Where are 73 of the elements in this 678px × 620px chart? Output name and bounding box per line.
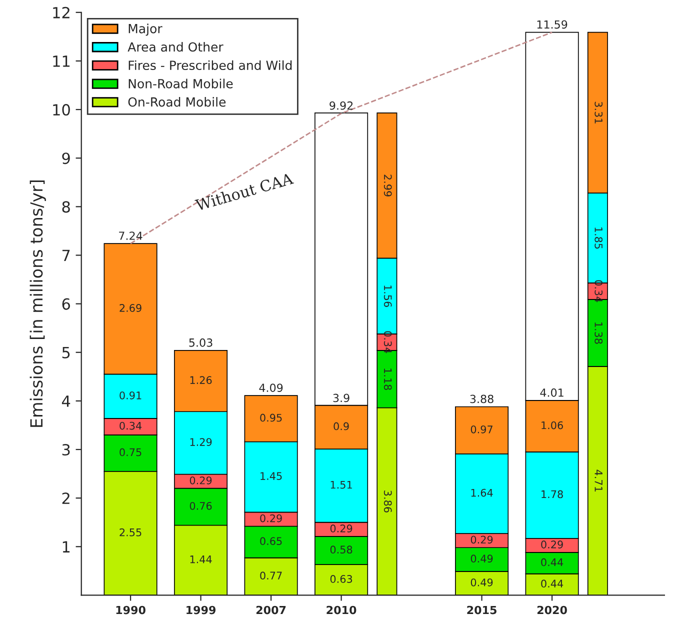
- data-label: 1.06: [542, 421, 563, 430]
- data-label: 0.34: [120, 422, 142, 430]
- data-label: 0.29: [470, 536, 493, 544]
- data-label: 0.49: [470, 578, 493, 586]
- data-label: 0.95: [260, 414, 282, 422]
- y-tick-label: 8: [62, 201, 70, 213]
- x-tick-label: 2010: [326, 606, 356, 614]
- data-label: 0.44: [541, 580, 564, 588]
- data-label: 1.45: [260, 472, 282, 480]
- y-tick-label: 3: [62, 444, 70, 456]
- data-label: 0.76: [190, 502, 212, 510]
- data-label: 3.31: [594, 102, 603, 124]
- y-tick-label: 11: [53, 56, 70, 67]
- legend-label: Non-Road Mobile: [128, 78, 233, 88]
- data-label: 2.99: [384, 174, 392, 196]
- annotation: Without CAA: [194, 172, 294, 212]
- y-axis-title: Emissions [in millions tons/yr]: [30, 180, 46, 427]
- data-label: 0.29: [190, 476, 212, 484]
- legend-label: Fires - Prescribed and Wild: [128, 60, 292, 70]
- y-tick-label: 4: [62, 396, 70, 407]
- total-label: 5.03: [189, 338, 212, 347]
- annotation: 3.9: [333, 394, 350, 402]
- data-label: 1.26: [190, 376, 212, 384]
- x-tick-label: 1999: [186, 606, 216, 614]
- data-label: 1.64: [471, 488, 493, 497]
- legend-label: Area and Other: [128, 42, 224, 52]
- data-label: 1.56: [384, 286, 392, 307]
- data-label: 0.44: [541, 558, 564, 566]
- data-label: 0.75: [120, 448, 142, 456]
- data-label: 0.49: [470, 554, 493, 563]
- data-label: 1.18: [384, 368, 392, 390]
- data-label: 0.97: [470, 425, 492, 434]
- x-tick-label: 1990: [116, 606, 146, 614]
- data-label: 0.91: [120, 391, 142, 400]
- data-label: 0.34: [384, 331, 392, 354]
- data-label: 1.78: [542, 490, 563, 498]
- y-tick-label: 6: [62, 298, 70, 310]
- y-tick-label: 5: [62, 347, 70, 358]
- annotation: 9.92: [330, 101, 353, 110]
- data-label: 2.69: [120, 304, 142, 312]
- y-tick-label: 2: [62, 492, 70, 504]
- total-label: 3.88: [470, 394, 494, 404]
- data-label: 3.86: [384, 490, 392, 512]
- data-label: 1.85: [594, 228, 603, 249]
- data-label: 1.29: [190, 438, 212, 446]
- legend-label: On-Road Mobile: [128, 97, 226, 107]
- y-tick-label: 12: [53, 6, 70, 18]
- data-label: 1.44: [190, 556, 212, 564]
- y-tick-label: 7: [62, 250, 70, 262]
- data-label: 2.55: [120, 528, 142, 536]
- data-label: 0.65: [260, 537, 282, 546]
- data-label: 1.51: [330, 480, 352, 489]
- legend-label: Major: [128, 24, 162, 36]
- y-tick-label: 10: [53, 104, 70, 116]
- data-label: 0.63: [330, 575, 352, 583]
- annotation: 4.01: [540, 388, 564, 397]
- data-label: 0.34: [594, 280, 603, 302]
- x-tick-label: 2020: [537, 606, 567, 614]
- data-label: 0.29: [541, 540, 563, 548]
- annotation: 11.59: [537, 20, 568, 29]
- data-label: 0.29: [330, 524, 352, 532]
- data-label: 0.29: [260, 514, 282, 522]
- x-tick-label: 2015: [467, 606, 496, 614]
- data-label: 4.71: [594, 470, 602, 492]
- data-label: 0.58: [330, 546, 352, 554]
- data-label: 0.9: [334, 422, 349, 430]
- y-tick-label: 9: [62, 152, 70, 164]
- data-label: 0.77: [260, 572, 282, 580]
- data-label: 1.38: [594, 322, 603, 344]
- x-tick-label: 2007: [256, 606, 286, 614]
- total-label: 7.24: [119, 232, 142, 240]
- y-tick-label: 1: [62, 541, 70, 552]
- total-label: 4.09: [259, 384, 283, 392]
